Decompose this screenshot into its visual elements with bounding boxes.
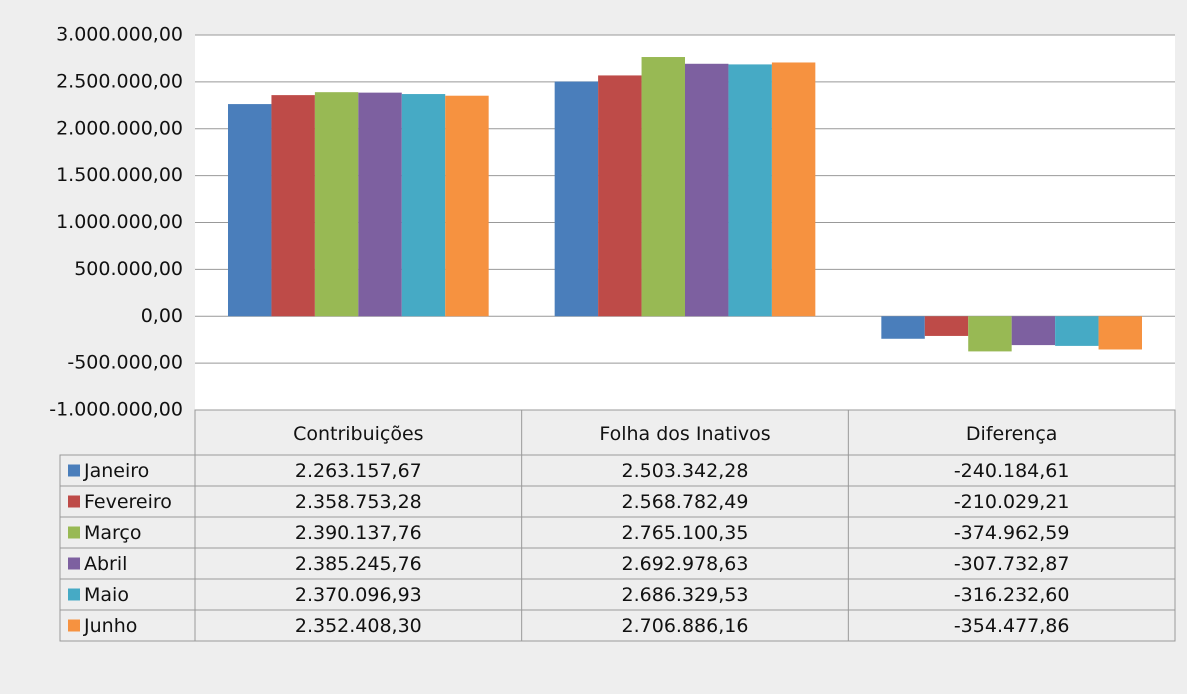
- legend-swatch: [68, 464, 80, 477]
- table-value: -316.232,60: [954, 584, 1070, 606]
- legend-label: Abril: [84, 553, 127, 575]
- table-value: -374.962,59: [954, 522, 1070, 544]
- bar: [314, 92, 359, 317]
- bar: [771, 62, 816, 317]
- bar: [685, 63, 729, 317]
- bar: [228, 104, 272, 317]
- table-value: -354.477,86: [954, 615, 1070, 637]
- y-tick-label: -1.000.000,00: [49, 399, 183, 421]
- table-value: -210.029,21: [954, 491, 1070, 513]
- bar: [271, 95, 315, 317]
- bar: [445, 95, 489, 317]
- y-tick-label: 2.500.000,00: [56, 70, 183, 92]
- y-tick-label: -500.000,00: [67, 352, 183, 374]
- y-tick-label: 1.500.000,00: [56, 164, 183, 186]
- bar: [968, 316, 1012, 352]
- bar: [641, 57, 685, 317]
- bar: [1055, 316, 1099, 346]
- legend-label: Janeiro: [83, 460, 149, 482]
- legend-label: Fevereiro: [84, 491, 172, 513]
- y-tick-label: 3.000.000,00: [56, 24, 183, 46]
- bar: [1011, 316, 1056, 346]
- legend-swatch: [68, 588, 80, 601]
- column-header: Folha dos Inativos: [599, 423, 770, 445]
- table-value: 2.385.245,76: [295, 553, 422, 575]
- column-header: Contribuições: [293, 423, 424, 445]
- table-value: 2.370.096,93: [295, 584, 422, 606]
- bar: [401, 94, 446, 317]
- bar: [598, 75, 642, 317]
- bar: [358, 92, 402, 317]
- table-value: 2.352.408,30: [295, 615, 422, 637]
- bar: [554, 81, 599, 317]
- y-tick-label: 2.000.000,00: [56, 117, 183, 139]
- bar: [728, 64, 772, 317]
- y-tick-label: 1.000.000,00: [56, 211, 183, 233]
- table-value: 2.503.342,28: [622, 460, 749, 482]
- y-tick-label: 500.000,00: [74, 258, 183, 280]
- bar: [881, 316, 925, 339]
- legend-swatch: [68, 495, 80, 508]
- y-tick-label: 0,00: [141, 305, 183, 327]
- legend-swatch: [68, 557, 80, 570]
- legend-label: Março: [84, 522, 142, 544]
- bar: [924, 316, 969, 336]
- table-value: 2.706.886,16: [622, 615, 749, 637]
- table-value: 2.358.753,28: [295, 491, 422, 513]
- table-value: -240.184,61: [954, 460, 1070, 482]
- table-value: -307.732,87: [954, 553, 1070, 575]
- column-header: Diferença: [966, 423, 1058, 445]
- table-value: 2.765.100,35: [622, 522, 749, 544]
- table-value: 2.390.137,76: [295, 522, 422, 544]
- bar: [1098, 316, 1142, 350]
- table-value: 2.686.329,53: [622, 584, 749, 606]
- legend-label: Maio: [84, 584, 129, 606]
- table-value: 2.263.157,67: [295, 460, 422, 482]
- legend-swatch: [68, 619, 80, 632]
- legend-label: Junho: [83, 615, 137, 637]
- table-value: 2.568.782,49: [622, 491, 749, 513]
- legend-swatch: [68, 526, 80, 539]
- table-value: 2.692.978,63: [622, 553, 749, 575]
